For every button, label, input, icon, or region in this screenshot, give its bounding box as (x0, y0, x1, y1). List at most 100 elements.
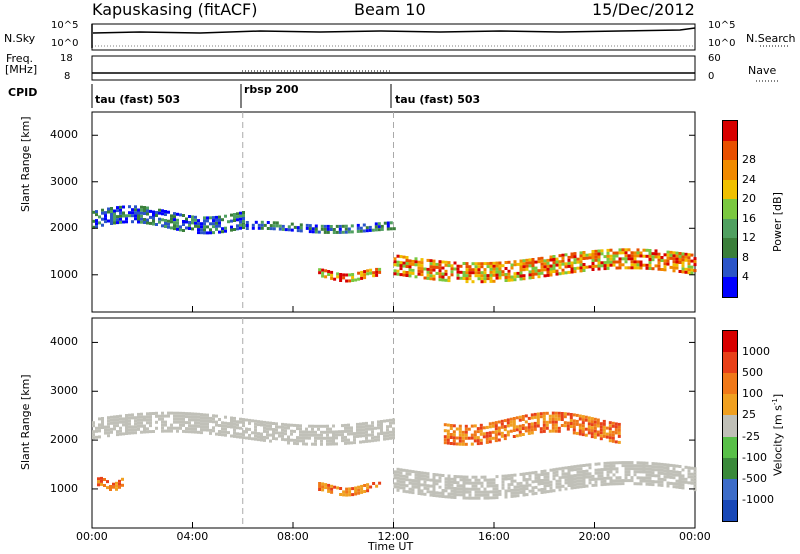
echo-cell (365, 229, 369, 233)
echo-cell (347, 432, 350, 436)
echo-cell (470, 436, 474, 440)
echo-cell (585, 256, 589, 260)
echo-cell (435, 479, 439, 483)
echo-cell (152, 210, 155, 214)
echo-cell (624, 467, 628, 471)
echo-cell (248, 427, 251, 431)
echo-cell (624, 257, 628, 261)
echo-cell (363, 490, 367, 493)
echo-cell (669, 469, 673, 473)
echo-cell (642, 467, 646, 471)
echo-cell (581, 415, 585, 419)
echo-cell (522, 472, 526, 476)
echo-cell (548, 417, 552, 421)
echo-cell (512, 429, 516, 432)
echo-cell (296, 439, 299, 443)
echo-cell (555, 485, 559, 489)
echo-cell (438, 494, 442, 498)
echo-cell (602, 419, 606, 423)
echo-cell (137, 208, 140, 212)
echo-cell (456, 475, 460, 479)
echo-cell (618, 479, 622, 483)
echo-cell (645, 482, 649, 486)
echo-cell (92, 219, 95, 223)
echo-cell (149, 221, 152, 225)
echo-cell (115, 484, 118, 488)
echo-cell (507, 278, 511, 282)
colorbar-tick-label: 24 (742, 172, 756, 186)
echo-cell (149, 209, 152, 213)
echo-cell (585, 253, 589, 257)
echo-cell (98, 429, 101, 433)
echo-cell (594, 480, 598, 484)
echo-cell (426, 258, 430, 262)
echo-cell (104, 431, 107, 435)
echo-cell (456, 273, 460, 277)
echo-cell (510, 479, 514, 483)
echo-cell (636, 470, 640, 474)
echo-cell (314, 436, 317, 440)
xtick-label: 12:00 (377, 530, 410, 543)
echo-cell (170, 411, 173, 415)
echo-cell (453, 267, 457, 271)
echo-cell (615, 479, 619, 483)
echo-cell (444, 480, 448, 484)
echo-cell (512, 417, 516, 420)
echo-cell (470, 433, 474, 437)
echo-cell (554, 411, 558, 415)
echo-cell (137, 418, 140, 422)
colorbar-swatch (723, 199, 737, 219)
echo-cell (687, 253, 691, 257)
echo-cell (525, 481, 529, 485)
echo-cell (546, 270, 550, 274)
echo-cell (257, 226, 261, 230)
echo-cell (356, 226, 360, 230)
echo-cell (146, 418, 149, 422)
echo-cell (411, 491, 415, 495)
echo-cell (110, 210, 113, 213)
echo-cell (603, 482, 607, 486)
echo-cell (528, 258, 532, 262)
echo-cell (446, 435, 450, 439)
echo-cell (272, 431, 275, 434)
echo-cell (477, 493, 481, 497)
echo-cell (330, 270, 334, 274)
echo-cell (542, 411, 546, 415)
echo-cell (516, 274, 520, 278)
echo-cell (570, 474, 574, 478)
echo-cell (576, 473, 580, 477)
echo-cell (417, 486, 421, 489)
echo-cell (119, 220, 122, 224)
echo-cell (293, 429, 296, 433)
echo-cell (561, 268, 565, 272)
echo-cell (377, 225, 381, 229)
echo-cell (473, 436, 477, 440)
echo-cell (564, 475, 568, 479)
echo-cell (639, 260, 643, 264)
echo-cell (432, 479, 436, 482)
echo-cell (596, 430, 600, 434)
echo-cell (326, 224, 330, 228)
echo-cell (582, 254, 586, 257)
echo-cell (257, 223, 261, 227)
echo-cell (254, 422, 257, 426)
echo-cell (414, 263, 418, 267)
echo-cell (327, 489, 331, 493)
echo-cell (242, 433, 245, 437)
echo-cell (468, 271, 472, 275)
echo-cell (97, 477, 100, 481)
echo-cell (672, 254, 676, 258)
echo-cell (543, 478, 547, 482)
echo-cell (248, 418, 251, 422)
echo-cell (555, 269, 559, 273)
echo-cell (351, 487, 355, 491)
echo-cell (573, 486, 577, 490)
echo-cell (182, 414, 185, 418)
echo-cell (546, 490, 550, 494)
echo-cell (386, 227, 390, 231)
echo-cell (690, 271, 694, 275)
echo-cell (531, 270, 535, 273)
echo-cell (335, 230, 339, 234)
echo-cell (498, 273, 502, 277)
echo-cell (107, 416, 110, 420)
